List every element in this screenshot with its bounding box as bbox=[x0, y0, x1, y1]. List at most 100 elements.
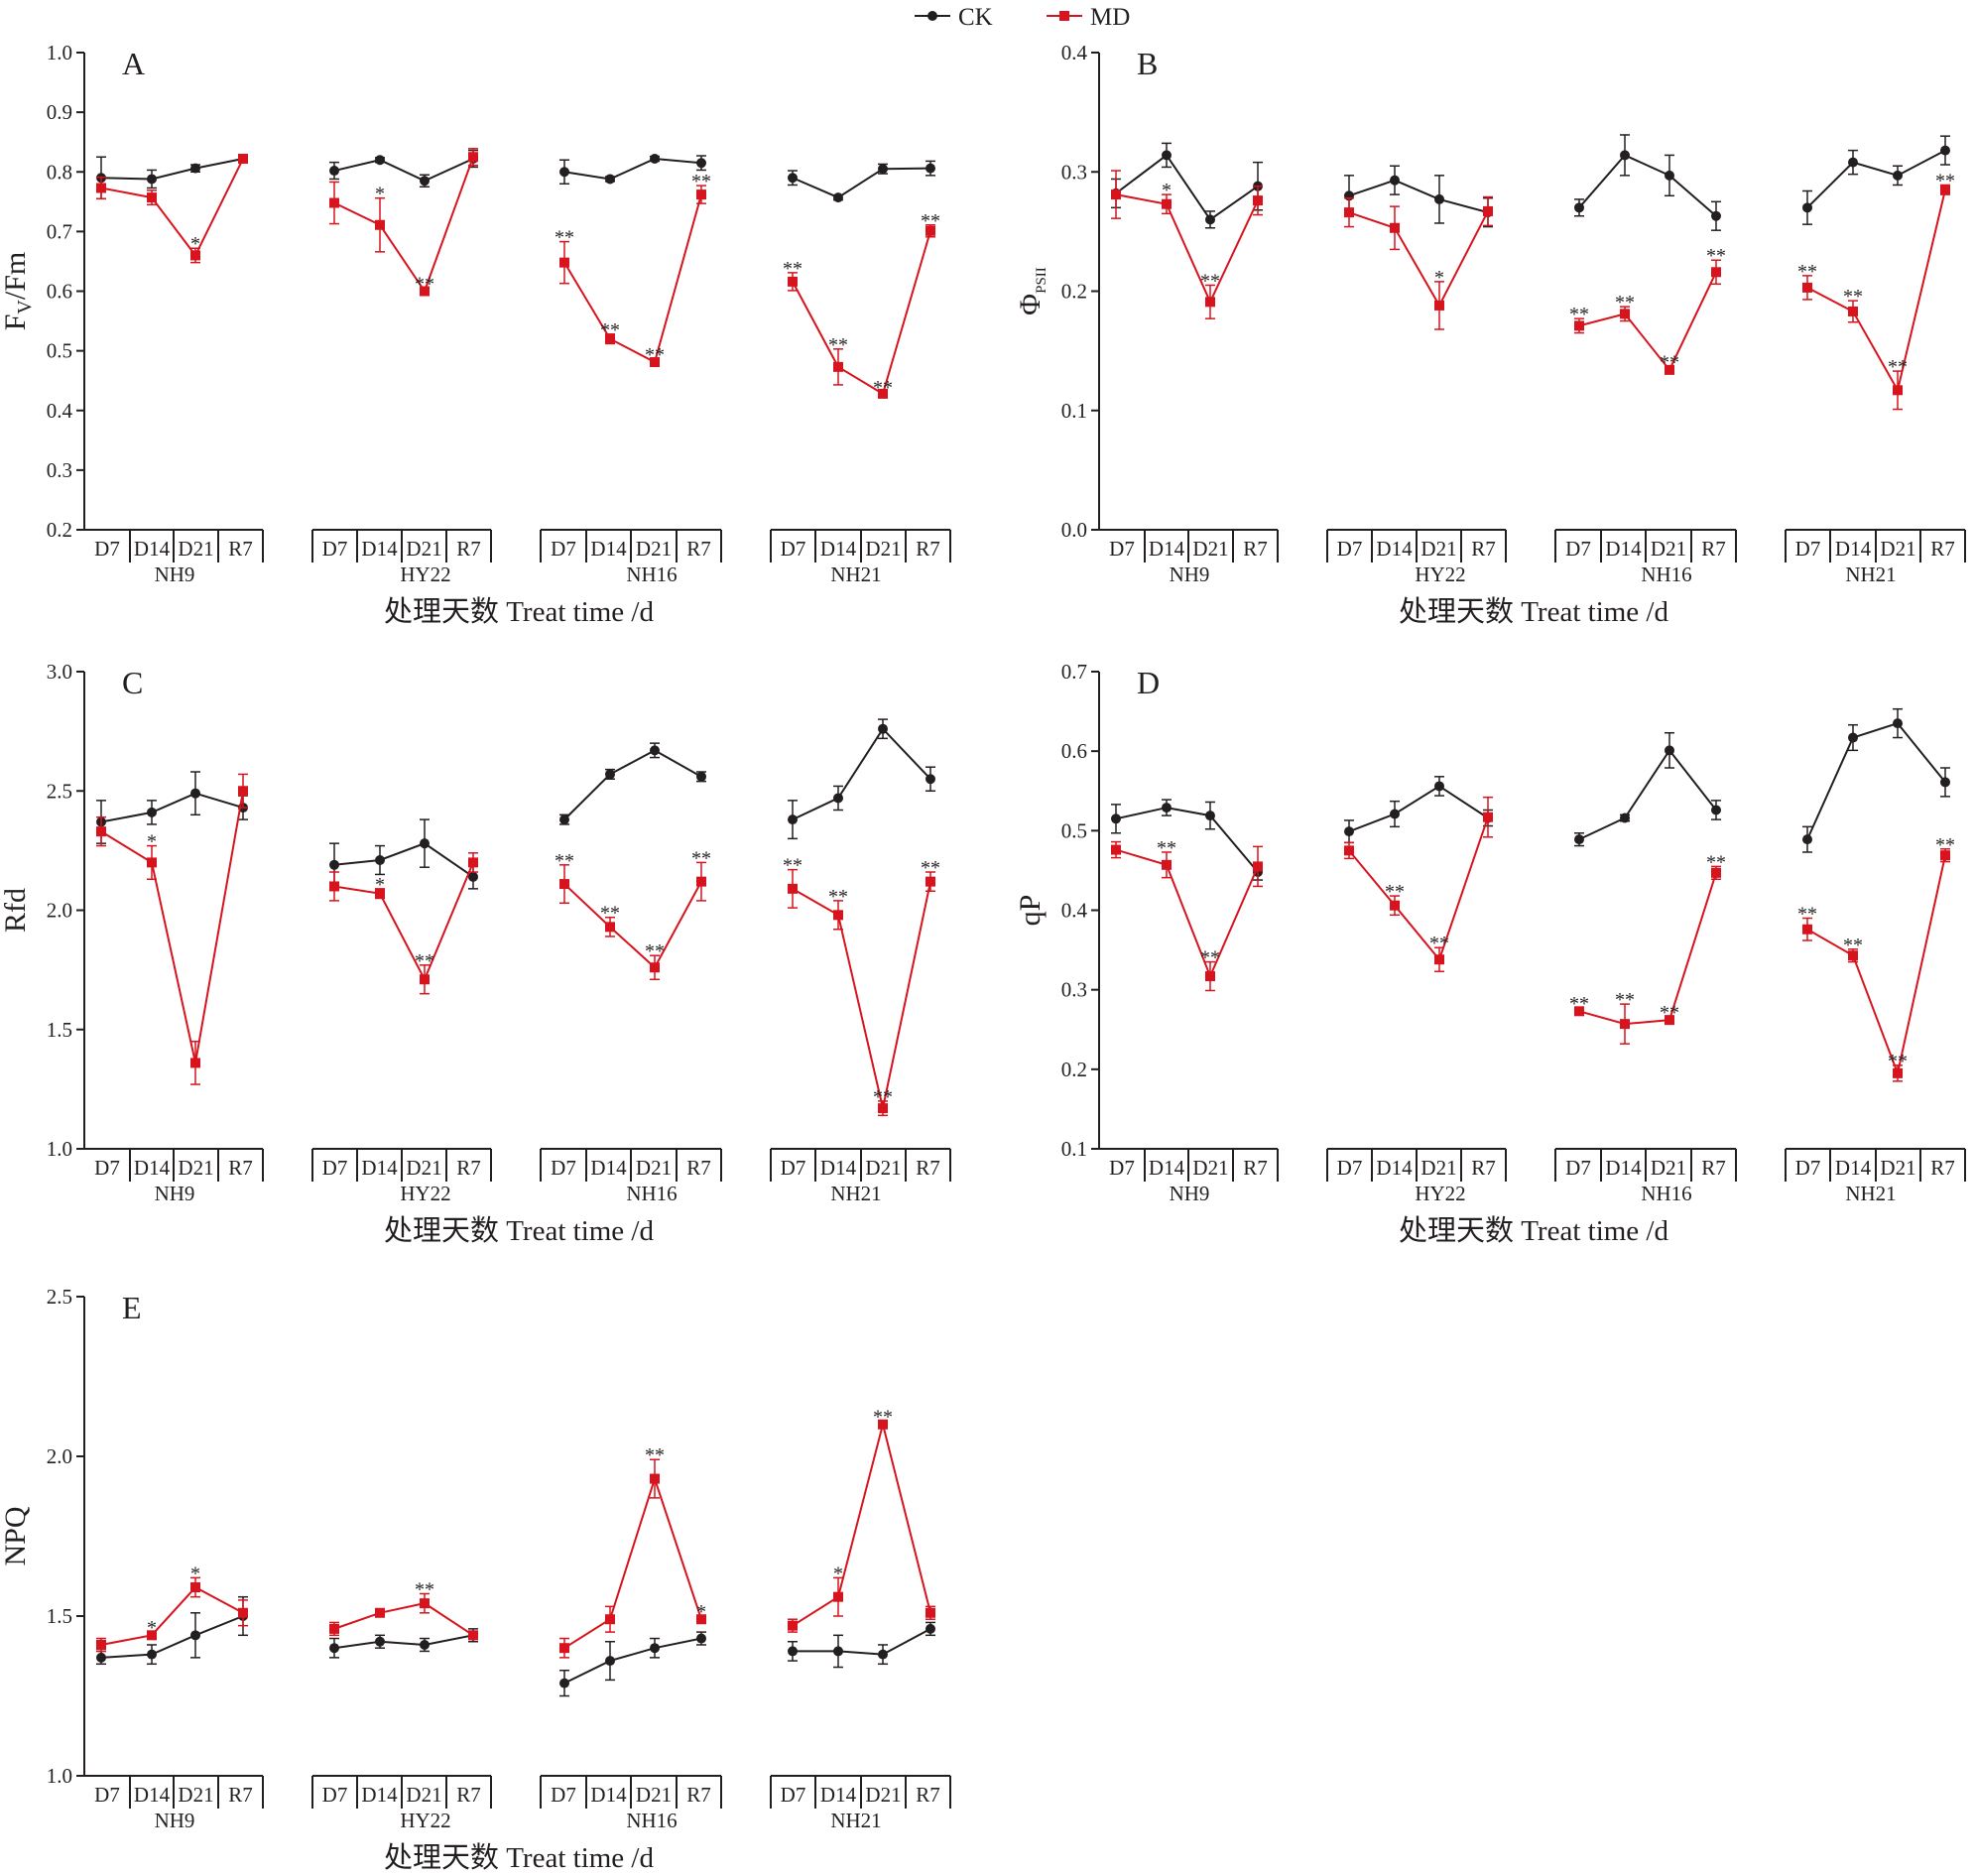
x-tick-label: D7 bbox=[781, 537, 806, 561]
series-md bbox=[96, 773, 935, 1117]
data-point bbox=[1893, 718, 1903, 729]
significance-mark: ** bbox=[1706, 245, 1726, 267]
y-tick-label: 1.0 bbox=[47, 1764, 72, 1788]
data-point bbox=[878, 388, 888, 399]
x-tick-label: R7 bbox=[228, 537, 253, 561]
x-axis-title: 处理天数 Treat time /d bbox=[384, 595, 655, 628]
x-tick-label: R7 bbox=[456, 1783, 481, 1807]
data-point bbox=[559, 879, 569, 890]
y-tick-label: 2.0 bbox=[47, 899, 72, 923]
x-tick-label: R7 bbox=[1930, 1156, 1955, 1180]
data-point bbox=[420, 286, 430, 297]
series-line bbox=[1806, 721, 1946, 840]
group-label: NH16 bbox=[626, 563, 677, 586]
data-point bbox=[147, 1649, 157, 1660]
significance-mark: ** bbox=[555, 227, 574, 249]
x-tick-label: D14 bbox=[590, 537, 627, 561]
data-point bbox=[833, 361, 843, 372]
series-ck bbox=[96, 1595, 935, 1697]
x-tick-label: D7 bbox=[1109, 1156, 1135, 1180]
significance-mark: ** bbox=[1615, 989, 1635, 1011]
data-point bbox=[1848, 732, 1858, 743]
significance-mark: ** bbox=[645, 1444, 665, 1466]
x-tick-label: R7 bbox=[916, 537, 940, 561]
series-line bbox=[1806, 149, 1946, 209]
x-tick-label: D21 bbox=[865, 537, 901, 561]
data-point bbox=[238, 786, 248, 797]
data-point bbox=[375, 155, 385, 166]
series-line bbox=[333, 1602, 474, 1637]
data-point bbox=[788, 1646, 798, 1657]
y-tick-label: 0.1 bbox=[1061, 1137, 1087, 1161]
data-point bbox=[788, 814, 798, 825]
x-axis-title: 处理天数 Treat time /d bbox=[1399, 595, 1669, 628]
data-point bbox=[147, 1630, 157, 1641]
y-tick-label: 1.5 bbox=[47, 1018, 72, 1042]
legend: CK MD bbox=[915, 4, 1130, 31]
y-tick-label: 3.0 bbox=[47, 660, 72, 684]
x-tick-label: R7 bbox=[1471, 1156, 1496, 1180]
data-point bbox=[1205, 297, 1215, 308]
x-tick-label: D14 bbox=[1376, 1156, 1413, 1180]
group-label: NH21 bbox=[1845, 563, 1896, 586]
data-point bbox=[1434, 781, 1444, 792]
data-point bbox=[605, 1614, 615, 1625]
series-line bbox=[1578, 154, 1717, 217]
y-tick-label: 0.6 bbox=[1061, 739, 1087, 763]
data-point bbox=[375, 219, 385, 230]
x-tick-label: D21 bbox=[1880, 1156, 1915, 1180]
data-point bbox=[1574, 202, 1584, 213]
x-tick-label: R7 bbox=[456, 1156, 481, 1180]
y-tick-label: 0.5 bbox=[47, 339, 72, 363]
series-line bbox=[1348, 179, 1489, 214]
data-point bbox=[1574, 1006, 1584, 1017]
data-point bbox=[650, 1643, 660, 1654]
data-point bbox=[375, 888, 385, 899]
data-point bbox=[1162, 150, 1172, 161]
x-tick-label: D7 bbox=[322, 537, 348, 561]
panel-c: 1.0 1.5 2.0 2.5 3.0 D7 D14 D21 R7 NH9 D7 D14 D21 R7 HY… bbox=[0, 660, 951, 1247]
legend-ck-label: CK bbox=[958, 4, 993, 31]
y-tick-label: 2.5 bbox=[47, 779, 72, 803]
data-point bbox=[1940, 850, 1950, 861]
data-point bbox=[238, 154, 248, 165]
group-label: NH9 bbox=[155, 563, 195, 586]
significance-mark: ** bbox=[1706, 851, 1726, 873]
significance-mark: ** bbox=[1797, 904, 1817, 926]
data-point bbox=[147, 857, 157, 868]
series-ck bbox=[96, 149, 935, 203]
data-point bbox=[1711, 805, 1721, 815]
data-point bbox=[1434, 954, 1444, 965]
x-tick-label: R7 bbox=[1930, 537, 1955, 561]
significance-mark: * bbox=[190, 233, 200, 255]
series-line bbox=[100, 1615, 244, 1659]
x-tick-label: D21 bbox=[1420, 537, 1456, 561]
y-axis-title: FV/Fm bbox=[0, 252, 36, 331]
group-label: NH16 bbox=[1641, 563, 1691, 586]
data-point bbox=[1940, 145, 1950, 156]
x-tick-label: R7 bbox=[686, 1156, 711, 1180]
x-tick-label: D14 bbox=[1376, 537, 1413, 561]
data-point bbox=[375, 1607, 385, 1618]
x-tick-label: D7 bbox=[551, 1156, 576, 1180]
x-tick-label: D14 bbox=[1149, 537, 1185, 561]
data-point bbox=[96, 1652, 106, 1663]
significance-mark: ** bbox=[1888, 356, 1908, 378]
significance-mark: ** bbox=[600, 903, 620, 925]
significance-mark: ** bbox=[415, 950, 434, 972]
y-tick-label: 2.5 bbox=[47, 1285, 72, 1309]
series-line bbox=[563, 1475, 702, 1650]
panel-letter: A bbox=[122, 46, 145, 81]
data-point bbox=[1665, 1015, 1674, 1026]
data-point bbox=[1893, 170, 1903, 181]
series-line bbox=[563, 158, 702, 181]
x-tick-label: D21 bbox=[178, 1156, 213, 1180]
x-tick-label: D7 bbox=[1337, 537, 1363, 561]
data-point bbox=[1665, 745, 1674, 756]
series-ck bbox=[1111, 134, 1950, 231]
x-tick-label: D7 bbox=[94, 1783, 120, 1807]
data-point bbox=[1253, 195, 1263, 206]
data-point bbox=[329, 166, 339, 177]
significance-mark: ** bbox=[921, 857, 940, 879]
